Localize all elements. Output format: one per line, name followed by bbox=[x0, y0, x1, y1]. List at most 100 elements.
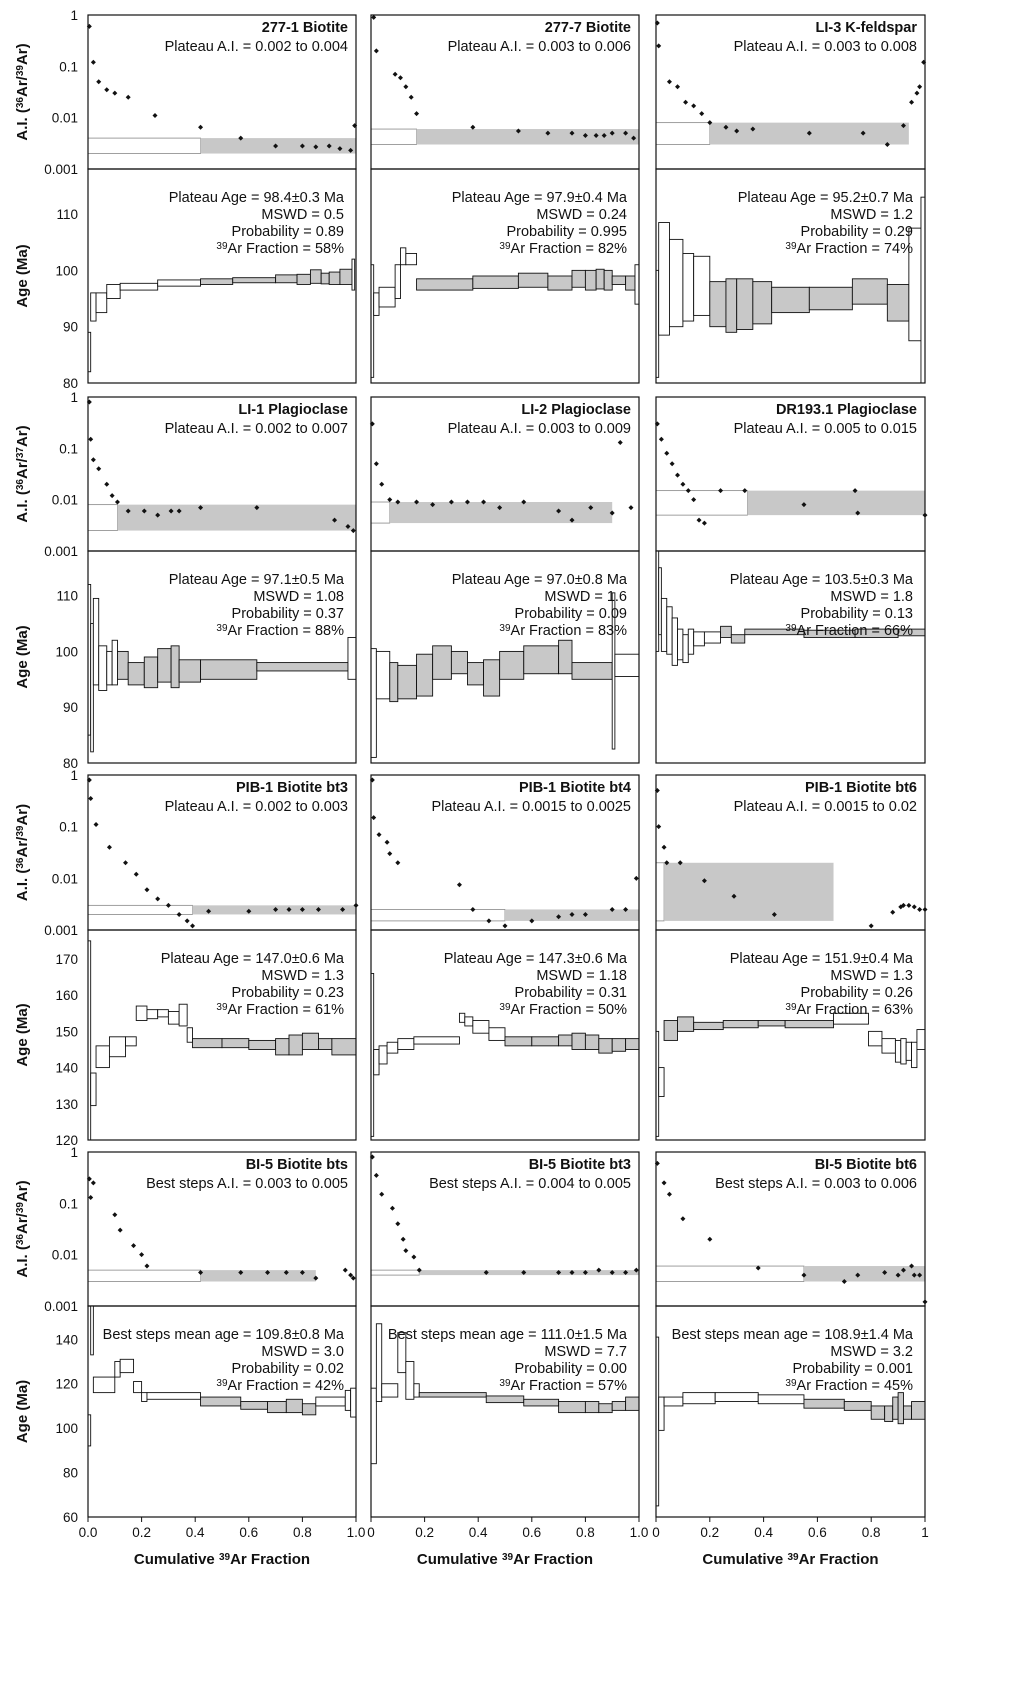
data-point bbox=[376, 832, 382, 838]
sample-title: LI-3 K-feldspar bbox=[815, 20, 917, 36]
step bbox=[106, 650, 113, 686]
data-point bbox=[914, 90, 920, 96]
age-frame bbox=[370, 168, 640, 384]
plateau-step bbox=[611, 1038, 627, 1052]
data-point bbox=[112, 1212, 118, 1218]
text-span: 57% bbox=[598, 1378, 627, 1394]
panel-li-2-plagioclase: LI-2 Plagioclase Plateau A.I. = 0.003 to … bbox=[369, 396, 640, 764]
x-tick-label: 0.8 bbox=[293, 1525, 312, 1540]
plateau-step bbox=[598, 1403, 613, 1414]
step bbox=[125, 1036, 137, 1047]
ai-subplot: LI-1 Plagioclase Plateau A.I. = 0.002 to … bbox=[86, 396, 357, 552]
step bbox=[488, 1027, 506, 1041]
plateau-band bbox=[419, 1270, 639, 1276]
ai-tick-label: 0.01 bbox=[52, 871, 78, 886]
ai-subplot: BI-5 Biotite bts Best steps A.I. = 0.003 … bbox=[86, 1151, 357, 1307]
ar-fraction: 39Ar Fraction = 50% bbox=[499, 1002, 627, 1019]
data-point bbox=[623, 906, 629, 912]
x-tick-label: 1.0 bbox=[630, 1525, 649, 1540]
data-point bbox=[387, 497, 393, 503]
x-tick-label: 0.0 bbox=[79, 1525, 98, 1540]
age-stat: Probability = 0.02 bbox=[232, 1361, 344, 1377]
step bbox=[378, 286, 396, 308]
data-point bbox=[609, 906, 615, 912]
plateau-band bbox=[117, 504, 356, 531]
text-span: A.I. ( bbox=[14, 869, 31, 902]
data-point bbox=[265, 1269, 271, 1275]
text-span: Ar) bbox=[14, 425, 31, 447]
sample-title: BI-5 Biotite bt6 bbox=[815, 1157, 917, 1173]
step bbox=[666, 606, 673, 655]
plateau-step bbox=[903, 1405, 912, 1420]
data-point bbox=[125, 94, 131, 100]
plateau-band bbox=[389, 502, 613, 524]
x-tick-label: 0.2 bbox=[132, 1525, 151, 1540]
step bbox=[95, 1045, 110, 1069]
ai-subplot: BI-5 Biotite bt6 Best steps A.I. = 0.003 … bbox=[654, 1151, 928, 1307]
age-stat: Plateau Age = 95.2±0.7 Ma bbox=[738, 190, 914, 206]
age-stat: Plateau Age = 151.9±0.4 Ma bbox=[730, 951, 914, 967]
text-span: Ar) bbox=[14, 43, 31, 65]
age-frame bbox=[370, 929, 640, 1141]
data-point bbox=[601, 132, 607, 138]
plateau-step bbox=[485, 1395, 525, 1404]
age-stat: Plateau Age = 147.3±0.6 Ma bbox=[444, 951, 628, 967]
step bbox=[347, 637, 357, 680]
age-stat: MSWD = 0.5 bbox=[261, 207, 344, 223]
y-axes: 1 0.1 0.01 0.001 A.I. (36Ar/39Ar) 140 120 100 80… bbox=[14, 1145, 78, 1525]
ar-fraction: 39Ar Fraction = 82% bbox=[499, 241, 627, 258]
data-point bbox=[617, 439, 623, 445]
data-point bbox=[680, 481, 686, 487]
step bbox=[370, 648, 377, 758]
plateau-step bbox=[693, 1021, 724, 1031]
step bbox=[658, 1067, 665, 1098]
plateau-step bbox=[571, 662, 613, 680]
ar-fraction: 39Ar Fraction = 66% bbox=[785, 623, 913, 640]
data-point bbox=[430, 502, 436, 508]
step bbox=[911, 1041, 918, 1069]
plateau-step bbox=[328, 271, 341, 285]
step bbox=[682, 1392, 716, 1405]
age-stat: MSWD = 1.2 bbox=[830, 207, 913, 223]
age-stat: MSWD = 7.7 bbox=[544, 1344, 627, 1360]
sample-title: 277-1 Biotite bbox=[262, 20, 348, 36]
plateau-step bbox=[886, 283, 910, 322]
text-span: A.I. ( bbox=[14, 108, 31, 141]
data-point bbox=[379, 1191, 385, 1197]
step bbox=[178, 1003, 188, 1027]
pre-plateau-band bbox=[87, 1269, 201, 1282]
ai-ylabel-text: A.I. (36Ar/39Ar) bbox=[14, 43, 31, 140]
data-point bbox=[395, 499, 401, 505]
data-point bbox=[628, 505, 634, 511]
plateau-step bbox=[725, 278, 738, 333]
text-span: 58% bbox=[315, 241, 344, 257]
text-span: Ar/ bbox=[14, 75, 31, 97]
plateau-step bbox=[722, 1020, 759, 1029]
x-tick-label: 0.8 bbox=[862, 1525, 881, 1540]
plateau-step bbox=[571, 1032, 586, 1050]
age-tick-label: 100 bbox=[55, 263, 78, 278]
age-stat: Plateau Age = 97.1±0.5 Ma bbox=[169, 572, 345, 588]
age-frame bbox=[655, 168, 926, 384]
step bbox=[114, 1361, 121, 1378]
ai-ylabel: A.I. (36Ar/39Ar) bbox=[14, 43, 31, 140]
data-point bbox=[104, 87, 110, 93]
data-point bbox=[691, 497, 697, 503]
data-point bbox=[139, 1252, 145, 1258]
superscript: 39 bbox=[785, 241, 797, 252]
data-point bbox=[198, 1269, 204, 1275]
data-point bbox=[184, 918, 190, 924]
plateau-step bbox=[843, 1401, 872, 1411]
plateau-step bbox=[558, 639, 573, 675]
data-point bbox=[841, 1279, 847, 1285]
data-point bbox=[699, 111, 705, 117]
step bbox=[634, 264, 640, 305]
data-point bbox=[801, 502, 807, 508]
ai-range-label: Plateau A.I. = 0.002 to 0.003 bbox=[165, 799, 348, 815]
pre-plateau-band bbox=[370, 501, 391, 524]
plateau-band bbox=[803, 1266, 925, 1282]
data-point bbox=[556, 914, 562, 920]
pre-plateau-band bbox=[370, 128, 417, 145]
